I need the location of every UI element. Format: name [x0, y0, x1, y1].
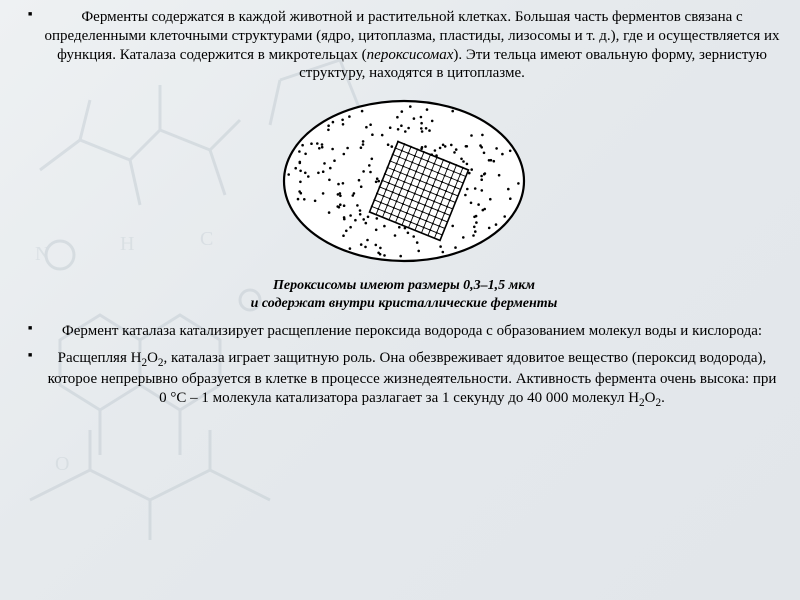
caption-line-1: Пероксисомы имеют размеры 0,3–1,5 мкм [273, 278, 535, 293]
diagram-caption: Пероксисомы имеют размеры 0,3–1,5 мкм и … [28, 277, 780, 312]
paragraph-1: Ферменты содержатся в каждой животной и … [28, 8, 780, 83]
paragraph-2: Фермент каталаза катализирует расщеплени… [28, 322, 780, 341]
p3-mid3: О [645, 390, 656, 406]
paragraph-3: Расщепляя Н2О2, каталаза играет защитную… [28, 349, 780, 410]
p1-italic: пероксисомах [367, 47, 454, 63]
p3-mid1: О [147, 350, 158, 366]
p3-post: . [661, 390, 665, 406]
p3-pre: Расщепляя Н [58, 350, 142, 366]
p2-text: Фермент каталаза катализирует расщеплени… [62, 323, 762, 339]
slide-content: Ферменты содержатся в каждой животной и … [0, 0, 800, 600]
peroxisome-diagram [28, 91, 780, 271]
caption-line-2: и содержат внутри кристаллические фермен… [251, 296, 558, 311]
